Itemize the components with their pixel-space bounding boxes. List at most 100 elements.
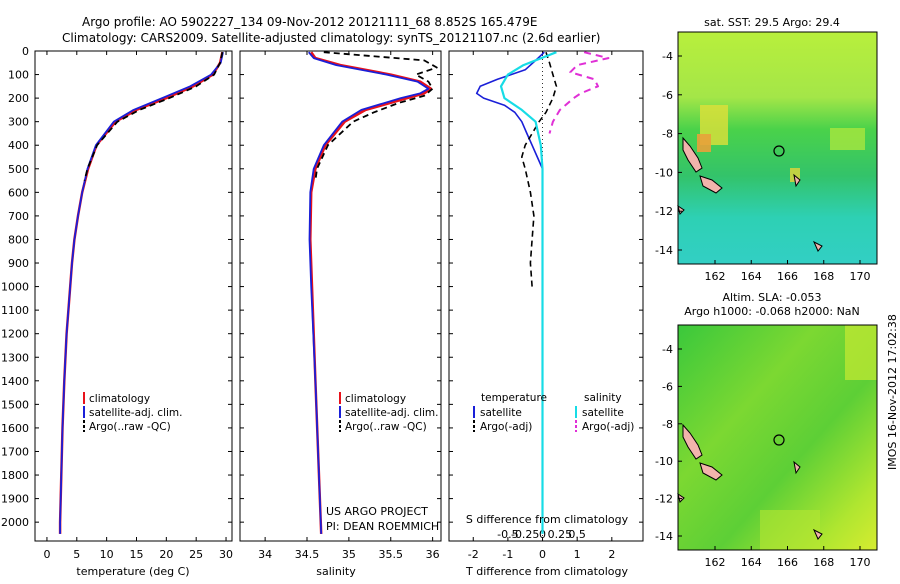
x-tick-label: 25 [189,548,203,561]
sst-map [677,31,878,265]
series-line-satellite [475,51,545,170]
map-x-tick-label: 166 [777,270,798,283]
x-tick-label: 30 [219,548,233,561]
x-tick-label: 34.5 [295,548,320,561]
y-tick-label: 1700 [1,445,29,458]
x-tick-label: 36 [426,548,440,561]
y-tick-label: 1900 [1,493,29,506]
sst-map-axes: -4 -6 -8 -10 -12 -14 162 164 166 168 170 [655,50,870,283]
temperature-x-axis-label: temperature (deg C) [76,565,189,578]
header-line-2: Climatology: CARS2009. Satellite-adjuste… [62,31,600,45]
map-y-tick-label: -8 [662,418,673,431]
map-y-tick-label: -4 [662,50,673,63]
y-tick-label: 0 [22,45,29,58]
map-y-tick-label: -8 [662,128,673,141]
sla-map-frame [677,324,878,551]
salinity-x-axis-label: salinity [316,565,356,578]
map-y-tick-label: -10 [655,166,673,179]
island-shape [677,204,685,215]
map-y-tick-label: -12 [655,205,673,218]
map-x-tick-label: 164 [741,270,762,283]
y-tick-label: 1100 [1,304,29,317]
legend-label-climatology: climatology [89,393,150,405]
x-tick-label: 2 [608,548,615,561]
s-tick-label: -0.25 [511,528,539,541]
sla-map-title-1: Altim. SLA: -0.053 [722,291,821,304]
sla-patch [760,510,820,550]
legend-label-t-satellite: satellite [480,407,522,419]
map-x-tick-label: 162 [705,556,726,569]
s-tick-label: -0.5 [497,528,518,541]
series-group [308,51,438,534]
island-shape [793,460,801,475]
difference-legend: temperature salinity satellite Argo(-adj… [473,392,634,433]
pi-annotation: PI: DEAN ROEMMICH [326,520,439,533]
x-tick-label: 5 [73,548,80,561]
sst-patch-3 [830,128,865,150]
y-tick-label: 300 [8,116,29,129]
legend-label-satellite: satellite-adj. clim. [89,407,182,419]
x-tick-label: 0 [43,548,50,561]
sla-map-axes: -4 -6 -8 -10 -12 -14 162 164 166 168 170 [655,343,870,569]
legend-title-temperature: temperature [481,392,547,404]
series-group [475,51,610,534]
legend-label-s-satellite: satellite [582,407,624,419]
map-y-tick-label: -6 [662,89,673,102]
salinity-chart: 34 34.5 35 35.5 36 [240,50,441,561]
salinity-legend: climatology satellite-adj. clim. Argo(..… [339,392,438,433]
series-line-argo---raw--qc- [314,51,438,181]
project-annotation: US ARGO PROJECT [326,505,428,518]
header-line-1: Argo profile: AO 5902227_134 09-Nov-2012… [82,15,537,29]
y-tick-label: 200 [8,92,29,105]
series-line-satellite-adj--clim- [59,52,224,534]
x-tick-label: 34 [258,548,272,561]
y-tick-label: 1000 [1,281,29,294]
island-shape [682,423,703,460]
y-tick-label: 900 [8,257,29,270]
series-line-satellite [499,51,557,534]
series-line-argo--adj- [548,51,610,134]
island-shape [682,136,703,173]
legend-label-climatology: climatology [345,393,406,405]
y-tick-label: 1200 [1,328,29,341]
series-line-satellite-adj--clim- [308,51,430,534]
s-tick-label: 0.25 [548,528,573,541]
map-x-tick-label: 162 [705,270,726,283]
island-shape [812,528,823,540]
map-y-tick-label: -4 [662,343,673,356]
y-tick-label: 500 [8,163,29,176]
y-tick-label: 1600 [1,422,29,435]
map-x-tick-label: 168 [813,556,834,569]
map-y-tick-label: -14 [655,530,673,543]
legend-label-argo: Argo(..raw -QC) [345,421,427,433]
side-timestamp: IMOS 16-Nov-2012 17:02:38 [886,314,899,470]
x-tick-label: 1 [574,548,581,561]
map-y-tick-label: -10 [655,455,673,468]
s-tick-label: 0 [539,528,546,541]
map-x-tick-label: 170 [850,270,871,283]
series-line-argo--adj- [520,51,558,287]
x-tick-label: 35.5 [379,548,404,561]
y-tick-label: 800 [8,233,29,246]
x-tick-label: 35 [342,548,356,561]
sst-map-frame [677,31,878,265]
temperature-chart: 0100200300400500600700800900100011001200… [1,45,233,561]
x-tick-label: 20 [159,548,173,561]
difference-chart: -2 -1 0 1 2 -0.5-0.25 0 0.250.5 [449,50,643,561]
y-tick-label: 1500 [1,398,29,411]
legend-label-t-argo: Argo(-adj) [480,421,532,433]
difference-top-label: S difference from climatology [466,513,629,526]
y-tick-label: 600 [8,186,29,199]
island-shape [677,492,685,503]
sla-patch [845,325,877,380]
difference-x-axis-label: T difference from climatology [465,565,628,578]
map-x-tick-label: 166 [777,556,798,569]
map-y-tick-label: -6 [662,380,673,393]
map-x-tick-label: 168 [813,270,834,283]
x-tick-label: -1 [502,548,513,561]
y-tick-label: 100 [8,69,29,82]
island-shape [812,240,823,252]
legend-label-s-argo: Argo(-adj) [582,421,634,433]
